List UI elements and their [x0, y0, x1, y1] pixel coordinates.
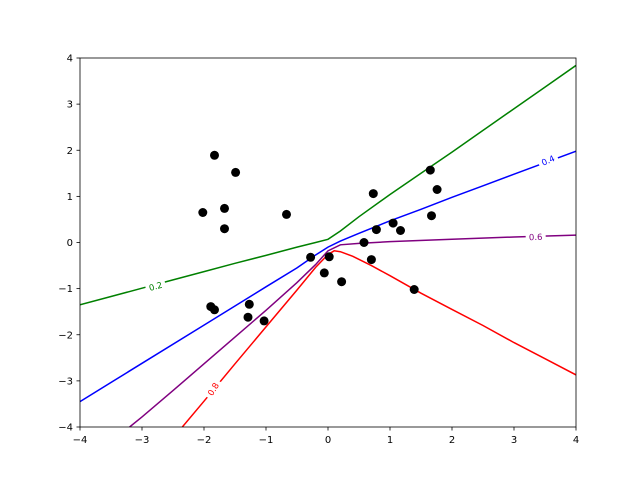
x-tick-label: 3 [511, 435, 517, 446]
scatter-point [220, 203, 229, 213]
contour-line-0-4 [80, 150, 576, 403]
contour-line-0-6 [129, 234, 576, 427]
scatter-point [198, 208, 208, 217]
x-tick-label: −2 [197, 435, 212, 446]
scatter-point [319, 268, 329, 278]
scatter-points [198, 150, 442, 326]
contour-label-text: 0.6 [529, 233, 543, 243]
scatter-point [306, 252, 316, 262]
scatter-point [371, 225, 381, 235]
scatter-point [425, 165, 435, 175]
contour-label-0-6: 0.6 [525, 230, 546, 244]
x-tick-label: 0 [325, 435, 331, 446]
scatter-point [427, 211, 436, 221]
scatter-point [396, 226, 405, 235]
y-tick-label: 4 [67, 54, 73, 65]
contour-line-0-2 [80, 64, 576, 306]
axis-ticks: −4 −3 −2 −1 0 1 2 3 4 −4 −3 −2 −1 0 1 2 3 4 [58, 54, 579, 447]
scatter-point [231, 167, 241, 177]
x-tick-label: 4 [573, 435, 579, 446]
y-tick-label: 1 [67, 192, 73, 203]
x-tick-label: −4 [73, 435, 88, 446]
contour-lines [80, 64, 576, 427]
scatter-point [432, 185, 442, 194]
scatter-point [282, 209, 291, 219]
y-tick-label: −2 [58, 330, 73, 341]
scatter-point [210, 150, 219, 160]
scatter-point [210, 305, 219, 315]
scatter-point [243, 312, 253, 322]
y-tick-label: 0 [67, 238, 73, 249]
scatter-point [388, 218, 398, 228]
scatter-point [259, 316, 269, 326]
contour-label-0-2: 0.2 [144, 277, 167, 295]
plot-frame [79, 57, 577, 428]
scatter-point [366, 255, 376, 265]
scatter-point [324, 252, 334, 262]
scatter-point [359, 238, 369, 247]
x-tick-label: 1 [387, 435, 393, 446]
y-tick-label: −1 [58, 284, 73, 295]
y-tick-label: −3 [58, 376, 73, 387]
contour-label-text: 0.2 [148, 281, 164, 294]
y-tick-label: −4 [58, 423, 73, 434]
x-tick-label: −3 [135, 435, 150, 446]
scatter-point [368, 189, 378, 199]
scatter-point [337, 277, 347, 287]
x-tick-label: −1 [259, 435, 274, 446]
y-tick-label: 3 [67, 100, 73, 111]
y-tick-label: 2 [67, 146, 73, 157]
scatter-point [244, 299, 254, 309]
scatter-point [409, 285, 419, 294]
x-tick-label: 2 [449, 435, 455, 446]
contour-line-0-8 [181, 250, 576, 427]
scatter-point [220, 224, 229, 234]
